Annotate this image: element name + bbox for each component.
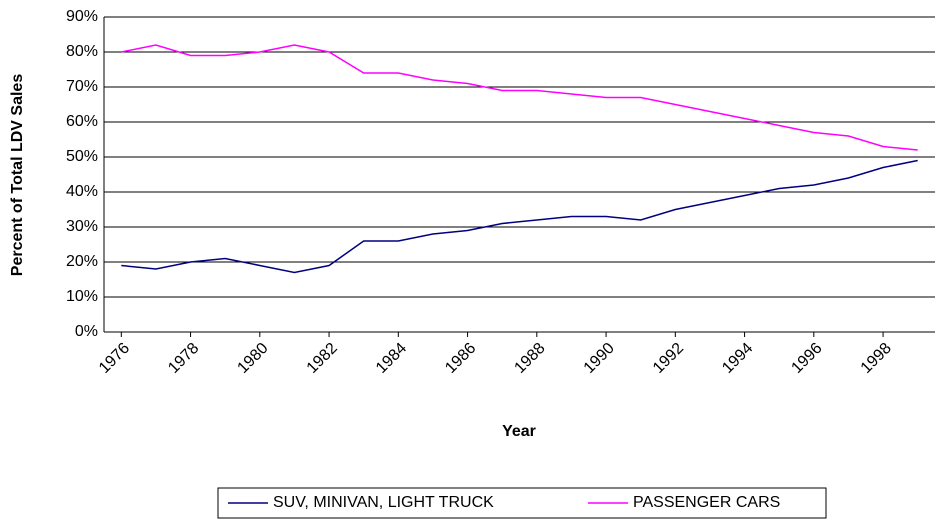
legend-box: [217, 487, 827, 519]
series-line: [121, 44, 918, 151]
y-tick-label: 30%: [66, 218, 98, 235]
y-tick-label: 90%: [66, 8, 98, 25]
x-tick-label: 1980: [234, 340, 271, 377]
x-axis-title: Year: [502, 423, 536, 440]
legend-label: PASSENGER CARS: [633, 494, 780, 511]
y-tick-label: 0%: [75, 323, 98, 340]
x-tick-label: 1994: [719, 340, 756, 377]
x-tick-label: 1988: [511, 340, 548, 377]
x-tick-label: 1978: [165, 340, 202, 377]
x-tick-label: 1982: [304, 340, 341, 377]
x-tick-label: 1986: [442, 340, 479, 377]
x-tick-label: 1984: [373, 340, 410, 377]
y-tick-label: 80%: [66, 43, 98, 60]
y-tick-label: 20%: [66, 253, 98, 270]
x-tick-label: 1998: [858, 340, 895, 377]
series-line: [121, 159, 918, 274]
x-tick-label: 1996: [788, 340, 825, 377]
legend-label: SUV, MINIVAN, LIGHT TRUCK: [273, 494, 494, 511]
y-tick-label: 50%: [66, 148, 98, 165]
y-tick-label: 40%: [66, 183, 98, 200]
x-tick-label: 1992: [650, 340, 687, 377]
x-tick-label: 1990: [581, 340, 618, 377]
y-tick-label: 60%: [66, 113, 98, 130]
y-tick-label: 10%: [66, 288, 98, 305]
y-tick-label: 70%: [66, 78, 98, 95]
y-axis-title: Percent of Total LDV Sales: [9, 74, 26, 277]
x-tick-label: 1976: [96, 340, 133, 377]
